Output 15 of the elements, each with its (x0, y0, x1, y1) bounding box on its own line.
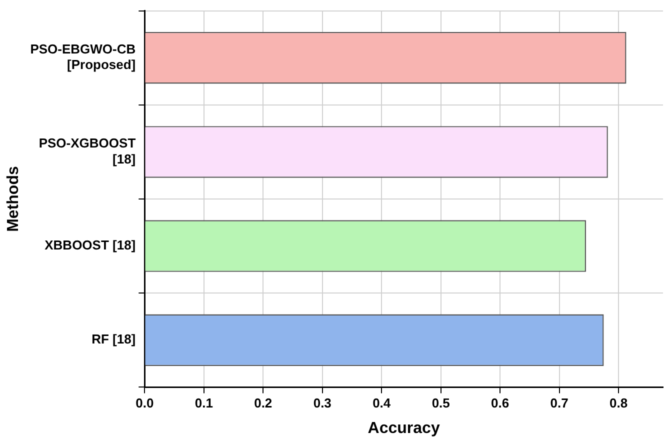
y-axis-title: Methods (5, 166, 22, 232)
y-tick-label: PSO-EBGWO-CB [Proposed] (30, 42, 136, 72)
x-tick-label: 0.1 (194, 396, 213, 411)
x-tick-label: 0.7 (550, 396, 568, 411)
x-tick-label: 0.2 (254, 396, 272, 411)
x-tick-label: 0.4 (372, 396, 392, 411)
y-tick-label: PSO-XGBOOST [18] (38, 136, 136, 166)
x-tick-label: 0.5 (432, 396, 450, 411)
y-tick-label: RF [18] (92, 332, 136, 347)
x-tick-label: 0.8 (610, 396, 628, 411)
y-tick-label: XBBOOST [18] (44, 238, 136, 253)
x-axis-title: Accuracy (368, 420, 440, 437)
x-tick-label: 0.6 (491, 396, 510, 411)
x-tick-label: 0.0 (136, 396, 154, 411)
x-tick-label: 0.3 (313, 396, 332, 411)
